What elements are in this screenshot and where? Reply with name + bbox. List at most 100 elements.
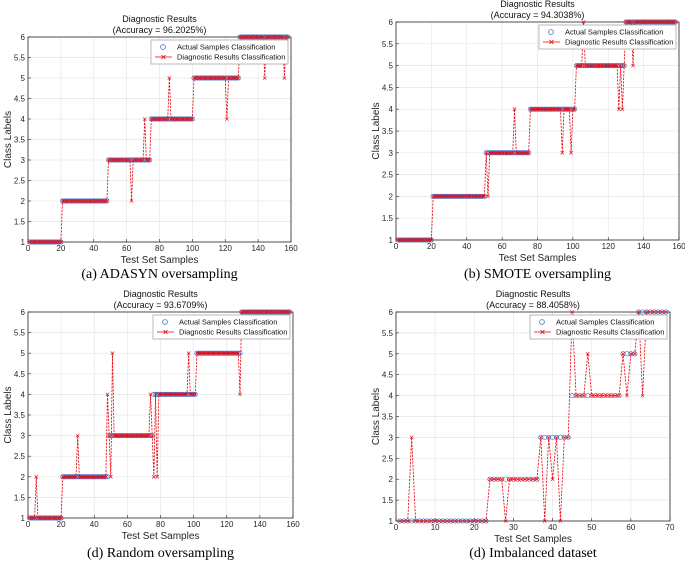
y-tick-label: 3.5 <box>14 411 26 420</box>
predicted-point <box>450 194 455 199</box>
actual-point <box>580 63 586 69</box>
actual-point <box>45 239 51 245</box>
predicted-point <box>186 351 191 356</box>
predicted-point <box>509 150 513 155</box>
predicted-point <box>138 433 143 438</box>
x-tick-label: 20 <box>470 523 479 532</box>
actual-point <box>132 157 138 163</box>
predicted-point <box>544 107 549 112</box>
legend: Actual Samples ClassificationDiagnostic … <box>152 314 291 340</box>
predicted-point <box>39 516 44 520</box>
predicted-point <box>139 158 144 162</box>
y-tick-label: 4 <box>21 390 26 399</box>
predicted-point <box>224 117 229 121</box>
predicted-point <box>546 435 551 440</box>
predicted-point <box>429 519 434 523</box>
series-predicted <box>27 310 292 520</box>
predicted-point <box>578 393 582 398</box>
predicted-point <box>621 351 625 356</box>
predicted-point <box>251 310 256 314</box>
predicted-point <box>517 150 522 155</box>
actual-point <box>153 116 159 122</box>
predicted-point <box>150 433 155 438</box>
predicted-point <box>136 158 141 162</box>
predicted-point <box>464 194 469 199</box>
chart-title: Diagnostic Results <box>496 289 571 299</box>
predicted-point <box>132 433 136 438</box>
predicted-point <box>193 76 198 80</box>
predicted-point <box>52 240 57 244</box>
predicted-point <box>206 76 211 80</box>
predicted-point <box>468 194 473 199</box>
predicted-point <box>104 199 109 203</box>
predicted-point <box>167 76 172 80</box>
predicted-point <box>188 392 193 397</box>
predicted-point <box>101 199 106 203</box>
predicted-point <box>84 474 88 479</box>
actual-point <box>632 19 638 25</box>
predicted-point <box>487 150 492 155</box>
y-tick-label: 5 <box>389 350 394 359</box>
predicted-point <box>88 199 93 203</box>
predicted-point <box>157 117 162 121</box>
predicted-point <box>103 474 108 479</box>
predicted-point <box>229 76 234 80</box>
predicted-point <box>632 351 637 356</box>
x-tick-label: 60 <box>626 523 635 532</box>
predicted-point <box>239 310 244 314</box>
legend-predicted-label: Diagnostic Results Classification <box>565 38 673 47</box>
legend: Actual Samples ClassificationDiagnostic … <box>529 314 668 340</box>
y-tick-label: 1 <box>389 517 394 526</box>
predicted-point <box>32 516 37 520</box>
predicted-point <box>523 477 528 482</box>
predicted-point <box>592 63 597 68</box>
predicted-point <box>625 393 629 398</box>
predicted-point <box>195 76 200 80</box>
predicted-point <box>661 20 665 24</box>
predicted-point <box>213 351 218 356</box>
predicted-point <box>65 199 70 203</box>
predicted-point <box>624 20 628 24</box>
series-predicted <box>398 310 668 523</box>
predicted-point <box>206 351 211 356</box>
predicted-point <box>173 392 178 397</box>
predicted-point <box>530 107 535 112</box>
actual-point <box>113 433 119 439</box>
predicted-point <box>409 435 414 440</box>
predicted-point <box>129 199 134 203</box>
predicted-point <box>261 310 266 314</box>
predicted-point <box>35 240 40 244</box>
y-tick-label: 5.5 <box>14 329 26 338</box>
y-tick-label: 2 <box>389 192 394 201</box>
predicted-point <box>131 158 136 162</box>
predicted-point <box>617 393 622 398</box>
y-tick-label: 1.5 <box>14 493 26 502</box>
predicted-point <box>538 435 543 440</box>
predicted-point <box>395 238 400 242</box>
predicted-point <box>72 474 77 479</box>
actual-point <box>439 193 445 199</box>
predicted-point <box>286 310 290 314</box>
predicted-point <box>631 63 635 68</box>
predicted-point <box>165 392 170 397</box>
predicted-point <box>50 516 55 520</box>
actual-point <box>240 309 246 315</box>
predicted-point <box>480 519 485 523</box>
predicted-point <box>417 238 421 242</box>
predicted-point <box>264 310 269 314</box>
predicted-point <box>187 117 192 121</box>
predicted-point <box>444 519 449 523</box>
predicted-point <box>408 238 413 242</box>
predicted-point <box>249 310 254 314</box>
predicted-point <box>601 393 606 398</box>
x-tick-label: 30 <box>509 523 518 532</box>
predicted-point <box>241 35 246 39</box>
predicted-point <box>267 35 272 39</box>
predicted-point <box>239 35 244 39</box>
predicted-point <box>96 199 101 203</box>
actual-point <box>619 63 625 69</box>
predicted-point <box>214 351 219 356</box>
predicted-point <box>213 76 218 80</box>
actual-point <box>191 391 197 397</box>
predicted-point <box>516 150 520 155</box>
